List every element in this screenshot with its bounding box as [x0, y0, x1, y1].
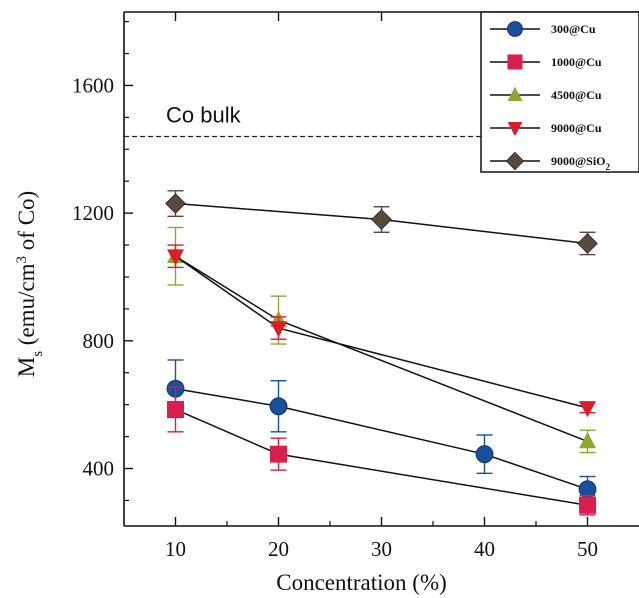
series-line [175, 255, 588, 409]
x-tick-label: 10 [165, 537, 186, 561]
legend-marker [505, 151, 525, 171]
legend-label-main: 1000@Cu [551, 55, 602, 69]
legend-box [480, 11, 639, 173]
data-point [577, 233, 598, 254]
x-tick-label: 20 [268, 537, 289, 561]
legend-label: 9000@SiO2 [551, 154, 611, 172]
data-point [475, 445, 494, 464]
x-tick-label: 30 [371, 537, 392, 561]
data-point [165, 193, 186, 214]
legend-label-main: 9000@SiO [551, 154, 606, 168]
y-axis-title-superscript: 3 [14, 256, 30, 264]
y-axis-title-rest: (emu/cm [14, 263, 39, 351]
series-line [175, 408, 588, 506]
x-tick-label: 50 [577, 537, 598, 561]
y-tick-label: 400 [83, 457, 115, 481]
legend-marker [507, 21, 523, 37]
y-tick-label: 1600 [72, 73, 114, 97]
series [165, 190, 598, 516]
y-tick-label: 800 [83, 329, 115, 353]
y-axis-title: Ms (emu/cm3 of Co) [14, 191, 46, 377]
series-1 [166, 359, 597, 503]
y-axis-title-tail: of Co) [14, 191, 39, 256]
axes: 10 20 30 40 50 400 800 1200 1600 [72, 11, 639, 561]
series-2 [167, 386, 596, 516]
legend-label: 1000@Cu [551, 55, 602, 69]
legend-entry: 4500@Cu [490, 86, 602, 102]
legend-label-main: 9000@Cu [551, 121, 602, 135]
series-line [175, 255, 588, 443]
co-bulk-label: Co bulk [166, 103, 242, 128]
legend-marker [507, 122, 523, 137]
x-axis-title: Concentration (%) [276, 570, 447, 595]
data-point [270, 445, 287, 463]
legend-entry: 9000@SiO2 [490, 151, 611, 172]
legend-label-main: 4500@Cu [551, 88, 602, 102]
y-axis-title-main: M [14, 357, 39, 377]
legend-marker [507, 54, 523, 70]
data-point [579, 496, 596, 514]
legend-label-main: 300@Cu [551, 22, 596, 36]
series-3 [167, 226, 596, 454]
data-point [579, 401, 596, 418]
y-axis-title-subscript: s [30, 351, 46, 357]
legend-label: 9000@Cu [551, 121, 602, 135]
legend-label-subscript: 2 [606, 162, 611, 172]
legend-marker [507, 86, 523, 101]
data-point [270, 321, 287, 338]
data-point [167, 400, 184, 418]
x-tick-label: 40 [474, 537, 495, 561]
data-point [371, 209, 392, 230]
legend-entry: 9000@Cu [490, 121, 602, 137]
data-point [579, 432, 596, 449]
legend-label: 300@Cu [551, 22, 596, 36]
annotation: Co bulk [124, 103, 639, 138]
legend-label: 4500@Cu [551, 88, 602, 102]
data-point [269, 397, 288, 416]
y-tick-label: 1200 [72, 201, 114, 225]
series-5 [165, 190, 598, 256]
series-line [175, 387, 588, 490]
legend-entry: 1000@Cu [490, 54, 602, 70]
legend-entry: 300@Cu [490, 21, 596, 37]
legend: 300@Cu 1000@Cu 4500@Cu 9000@Cu 9000@SiO2 [480, 11, 639, 173]
data-point [167, 249, 184, 266]
series-4 [167, 244, 596, 418]
